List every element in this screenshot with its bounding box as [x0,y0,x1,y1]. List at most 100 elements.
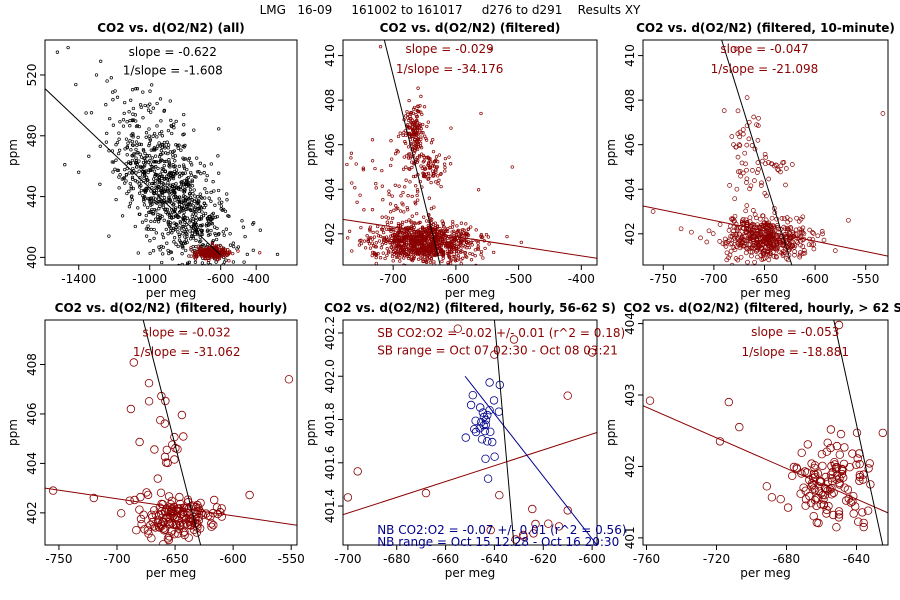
data-point [143,526,153,535]
y-axis-label: ppm [604,139,618,166]
data-point [138,152,142,156]
data-point [425,172,429,176]
data-point [755,138,761,143]
data-point [744,123,750,129]
data-point [407,254,411,259]
data-point [388,241,392,245]
data-point [417,238,421,243]
data-point [448,162,453,166]
data-point [732,218,737,224]
data-point [787,242,793,247]
data-point [167,200,172,204]
data-point [442,225,446,229]
data-point [210,242,214,246]
data-point [394,204,398,208]
data-point [402,263,406,265]
data-point [397,243,402,248]
data-point [409,233,414,238]
data-point [185,267,188,270]
data-point [414,232,419,237]
data-point [391,259,395,263]
data-point [115,95,120,99]
data-point [173,154,178,158]
y-tick-label: 401.8 [323,402,337,436]
data-point [403,241,407,246]
data-point [413,132,417,137]
data-point [403,141,408,146]
data-point [476,244,480,249]
y-axis-label: ppm [6,419,20,446]
y-axis-label: ppm [304,139,318,166]
annotation: SB CO2:O2 = -0.02 +/- 0.01 (r^2 = 0.18) [377,326,625,340]
data-point [440,259,444,264]
data-point [459,221,464,225]
data-point [746,136,752,142]
data-point [436,174,440,178]
data-point [122,111,126,116]
data-point [429,243,434,247]
data-point [434,155,439,159]
data-point [785,225,790,231]
y-tick-label: 404 [623,312,637,335]
data-point [120,214,125,218]
data-point [183,171,187,175]
data-point [386,250,391,255]
data-point [420,225,425,229]
data-point [180,244,184,248]
data-point [365,234,369,238]
data-point [751,240,757,246]
data-point [174,182,178,186]
data-point [747,232,752,237]
data-point [143,490,153,500]
data-point [160,507,170,517]
data-point [84,111,88,115]
data-point [373,166,377,171]
data-point [880,111,886,116]
data-point [437,268,440,271]
data-point [415,211,419,216]
data-point [165,183,169,187]
data-point [128,161,132,165]
data-point [809,242,815,248]
data-point [362,239,367,243]
data-point [771,163,777,169]
regression-line-red [643,205,888,257]
y-axis-label: ppm [6,139,20,166]
data-point [142,165,146,169]
data-point [173,529,183,538]
data-point [349,151,354,155]
data-point [177,195,182,199]
data-point [240,219,244,223]
regression-line-red [45,487,297,526]
data-point [420,112,424,117]
data-point [114,143,118,147]
data-point [160,134,165,138]
data-point [789,162,795,167]
data-point [863,506,873,515]
data-point [381,225,385,229]
data-point [746,242,752,247]
regression-line-black [45,88,222,256]
data-point [407,98,411,103]
data-point [194,238,198,243]
data-point [403,231,407,235]
data-point [777,235,783,241]
data-point [114,158,118,162]
annotation: slope = -0.029 [405,42,493,56]
data-point [441,249,445,253]
data-point [409,250,413,254]
data-point [415,118,419,122]
data-point [410,165,414,170]
data-point [433,229,437,233]
data-point [167,496,177,506]
data-point [125,145,130,149]
data-point [215,214,219,219]
data-point [759,180,764,186]
data-point [129,98,133,102]
data-point [753,215,759,221]
data-point [154,231,158,235]
data-point [392,233,397,237]
x-tick-label: -700 [700,272,727,286]
data-point [160,158,164,162]
data-point [158,152,163,157]
